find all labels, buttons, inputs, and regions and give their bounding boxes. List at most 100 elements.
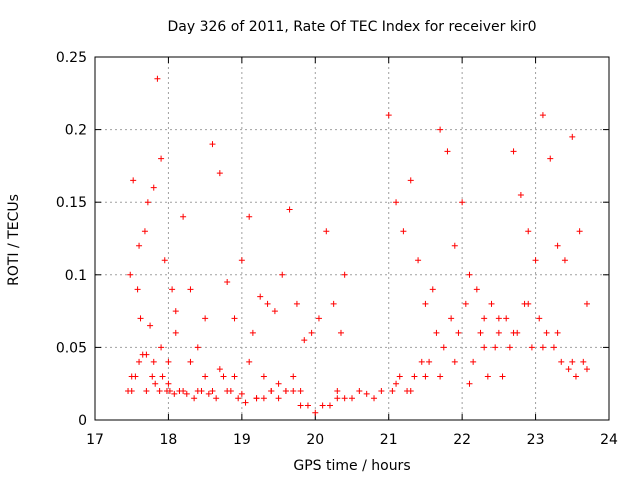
- x-tick-label: 20: [306, 432, 324, 448]
- data-point: [411, 373, 418, 380]
- data-point: [422, 373, 429, 380]
- data-point: [209, 387, 216, 394]
- data-point: [134, 286, 141, 293]
- data-point: [187, 286, 194, 293]
- data-point: [290, 373, 297, 380]
- data-point: [407, 387, 414, 394]
- x-tick-label: 17: [86, 432, 104, 448]
- data-point: [422, 300, 429, 307]
- data-point: [470, 358, 477, 365]
- data-point: [378, 387, 385, 394]
- data-point: [495, 329, 502, 336]
- x-tick-label: 21: [380, 432, 398, 448]
- data-point: [517, 191, 524, 198]
- data-point: [385, 112, 392, 119]
- x-tick-label: 18: [160, 432, 178, 448]
- data-point: [271, 308, 278, 315]
- data-point: [166, 387, 173, 394]
- data-point: [341, 271, 348, 278]
- data-point: [473, 286, 480, 293]
- plot-frame: [94, 56, 610, 421]
- data-point: [297, 402, 304, 409]
- data-point: [159, 373, 166, 380]
- data-point: [569, 358, 576, 365]
- data-point: [246, 358, 253, 365]
- data-point: [183, 390, 190, 397]
- data-point: [554, 329, 561, 336]
- data-points: [125, 75, 590, 416]
- data-point: [282, 387, 289, 394]
- data-point: [312, 409, 319, 416]
- data-point: [323, 228, 330, 235]
- data-point: [341, 395, 348, 402]
- data-point: [205, 390, 212, 397]
- data-point: [550, 344, 557, 351]
- x-tick-label: 23: [527, 432, 545, 448]
- data-point: [466, 271, 473, 278]
- data-point: [429, 286, 436, 293]
- data-point: [448, 315, 455, 322]
- data-point: [426, 358, 433, 365]
- data-point: [231, 373, 238, 380]
- data-point: [136, 242, 143, 249]
- data-point: [536, 315, 543, 322]
- data-point: [149, 373, 156, 380]
- data-point: [191, 395, 198, 402]
- x-axis-label: GPS time / hours: [293, 458, 410, 474]
- data-point: [213, 395, 220, 402]
- data-point: [304, 402, 311, 409]
- data-point: [130, 177, 137, 184]
- data-point: [481, 344, 488, 351]
- grid-lines: [95, 57, 609, 420]
- y-tick-label: 0.15: [56, 195, 87, 211]
- data-point: [137, 315, 144, 322]
- data-point: [315, 315, 322, 322]
- data-point: [580, 358, 587, 365]
- data-point: [216, 170, 223, 177]
- data-point: [308, 329, 315, 336]
- data-point: [326, 402, 333, 409]
- data-point: [558, 358, 565, 365]
- data-point: [510, 329, 517, 336]
- data-point: [249, 329, 256, 336]
- y-tick-label: 0.1: [65, 268, 87, 284]
- data-point: [238, 257, 245, 264]
- data-point: [264, 300, 271, 307]
- data-point: [128, 387, 135, 394]
- data-point: [150, 184, 157, 191]
- data-point: [275, 395, 282, 402]
- x-tick-label: 24: [600, 432, 618, 448]
- data-point: [268, 387, 275, 394]
- data-point: [510, 148, 517, 155]
- data-point: [216, 366, 223, 373]
- data-point: [180, 387, 187, 394]
- data-point: [525, 300, 532, 307]
- data-point: [301, 337, 308, 344]
- data-point: [481, 315, 488, 322]
- data-point: [147, 322, 154, 329]
- data-point: [334, 395, 341, 402]
- data-point: [433, 329, 440, 336]
- data-point: [396, 373, 403, 380]
- data-point: [156, 387, 163, 394]
- data-point: [466, 380, 473, 387]
- data-point: [319, 402, 326, 409]
- data-point: [220, 373, 227, 380]
- data-point: [297, 387, 304, 394]
- y-tick-label: 0.2: [65, 123, 87, 139]
- data-point: [334, 387, 341, 394]
- data-point: [418, 358, 425, 365]
- data-point: [209, 141, 216, 148]
- data-point: [161, 257, 168, 264]
- data-point: [371, 395, 378, 402]
- data-point: [349, 395, 355, 402]
- data-point: [561, 257, 568, 264]
- data-point: [172, 329, 179, 336]
- x-tick-label: 22: [453, 432, 471, 448]
- data-point: [194, 387, 201, 394]
- data-point: [231, 315, 238, 322]
- data-point: [127, 271, 134, 278]
- data-point: [462, 300, 469, 307]
- y-axis-label: ROTI / TECUs: [6, 194, 22, 286]
